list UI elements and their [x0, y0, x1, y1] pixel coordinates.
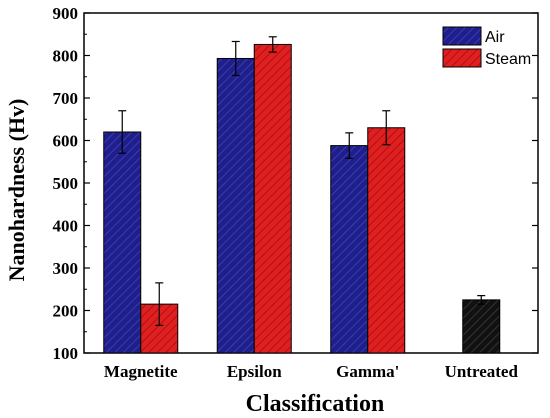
bar-steam-2 [367, 127, 406, 354]
bar-air-0 [103, 131, 142, 354]
bar-steam-1 [253, 43, 292, 354]
y-axis-title: Nanohardness (Hv) [4, 99, 29, 282]
y-tick-label: 600 [53, 132, 79, 151]
bar-air-2 [330, 145, 369, 354]
x-tick-label: Magnetite [104, 362, 178, 381]
x-tick-label: Epsilon [227, 362, 282, 381]
y-tick-label: 100 [53, 344, 79, 363]
y-tick-label: 900 [53, 4, 79, 23]
x-tick-label: Untreated [445, 362, 519, 381]
x-tick-label: Gamma' [336, 362, 399, 381]
y-tick-label: 800 [53, 47, 79, 66]
bar-air-1 [216, 57, 255, 354]
y-tick-label: 200 [53, 302, 79, 321]
legend-swatch-steam [442, 48, 482, 68]
y-tick-label: 700 [53, 89, 79, 108]
y-tick-label: 300 [53, 259, 79, 278]
y-tick-label: 400 [53, 217, 79, 236]
legend-swatch-air [442, 26, 482, 46]
x-axis-title: Classification [246, 391, 385, 417]
legend-label-steam: Steam [485, 51, 531, 68]
bar-untreated-3 [462, 299, 501, 354]
y-tick-label: 500 [53, 174, 79, 193]
legend-label-air: Air [485, 29, 505, 46]
